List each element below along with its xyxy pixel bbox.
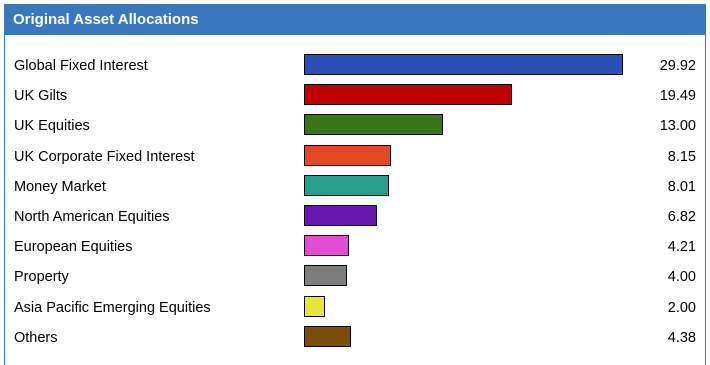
allocation-bar	[304, 84, 512, 106]
allocation-row: North American Equities 6.82	[5, 203, 705, 233]
allocation-bar	[304, 204, 377, 226]
value-label: 6.82	[667, 208, 696, 225]
allocation-bar	[304, 54, 623, 75]
allocation-row: Money Market 8.01	[5, 173, 705, 203]
allocation-bar	[304, 144, 391, 166]
value-label: 13.00	[659, 118, 696, 135]
category-label: Global Fixed Interest	[14, 58, 148, 74]
category-label: Property	[14, 269, 69, 286]
allocation-bar	[304, 174, 389, 196]
allocation-row: Property 4.00	[5, 263, 705, 293]
allocation-row: UK Equities 13.00	[5, 112, 705, 142]
allocation-row: European Equities 4.21	[5, 233, 705, 263]
allocation-bar	[304, 295, 325, 317]
value-label: 4.21	[667, 239, 696, 256]
value-label: 2.00	[667, 299, 696, 316]
allocation-bar	[304, 325, 351, 347]
panel-title: Original Asset Allocations	[5, 4, 705, 35]
allocation-row: Asia Pacific Emerging Equities 2.00	[5, 294, 705, 324]
asset-allocation-panel: Original Asset Allocations Global Fixed …	[4, 4, 706, 365]
category-label: UK Gilts	[14, 88, 68, 105]
value-label: 8.15	[667, 148, 696, 165]
category-label: UK Equities	[14, 118, 90, 135]
category-label: Others	[14, 329, 58, 346]
value-label: 8.01	[667, 178, 696, 195]
value-label: 4.00	[667, 269, 696, 286]
value-label: 19.49	[659, 88, 696, 105]
allocation-bar	[304, 235, 349, 257]
value-label: 4.38	[667, 329, 696, 346]
allocation-bar	[304, 265, 347, 287]
category-label: UK Corporate Fixed Interest	[14, 148, 195, 165]
allocation-row: UK Corporate Fixed Interest 8.15	[5, 143, 705, 173]
category-label: North American Equities	[14, 208, 170, 225]
value-label: 29.92	[659, 58, 696, 74]
allocation-row: UK Gilts 19.49	[5, 82, 705, 112]
allocation-row: Others 4.38	[5, 324, 705, 354]
allocation-row: Global Fixed Interest 29.92	[5, 52, 705, 82]
allocation-bar	[304, 114, 443, 136]
category-label: European Equities	[14, 239, 133, 256]
allocation-rows: Global Fixed Interest 29.92 UK Gilts 19.49 U…	[5, 52, 705, 354]
category-label: Asia Pacific Emerging Equities	[14, 299, 211, 316]
category-label: Money Market	[14, 178, 106, 195]
